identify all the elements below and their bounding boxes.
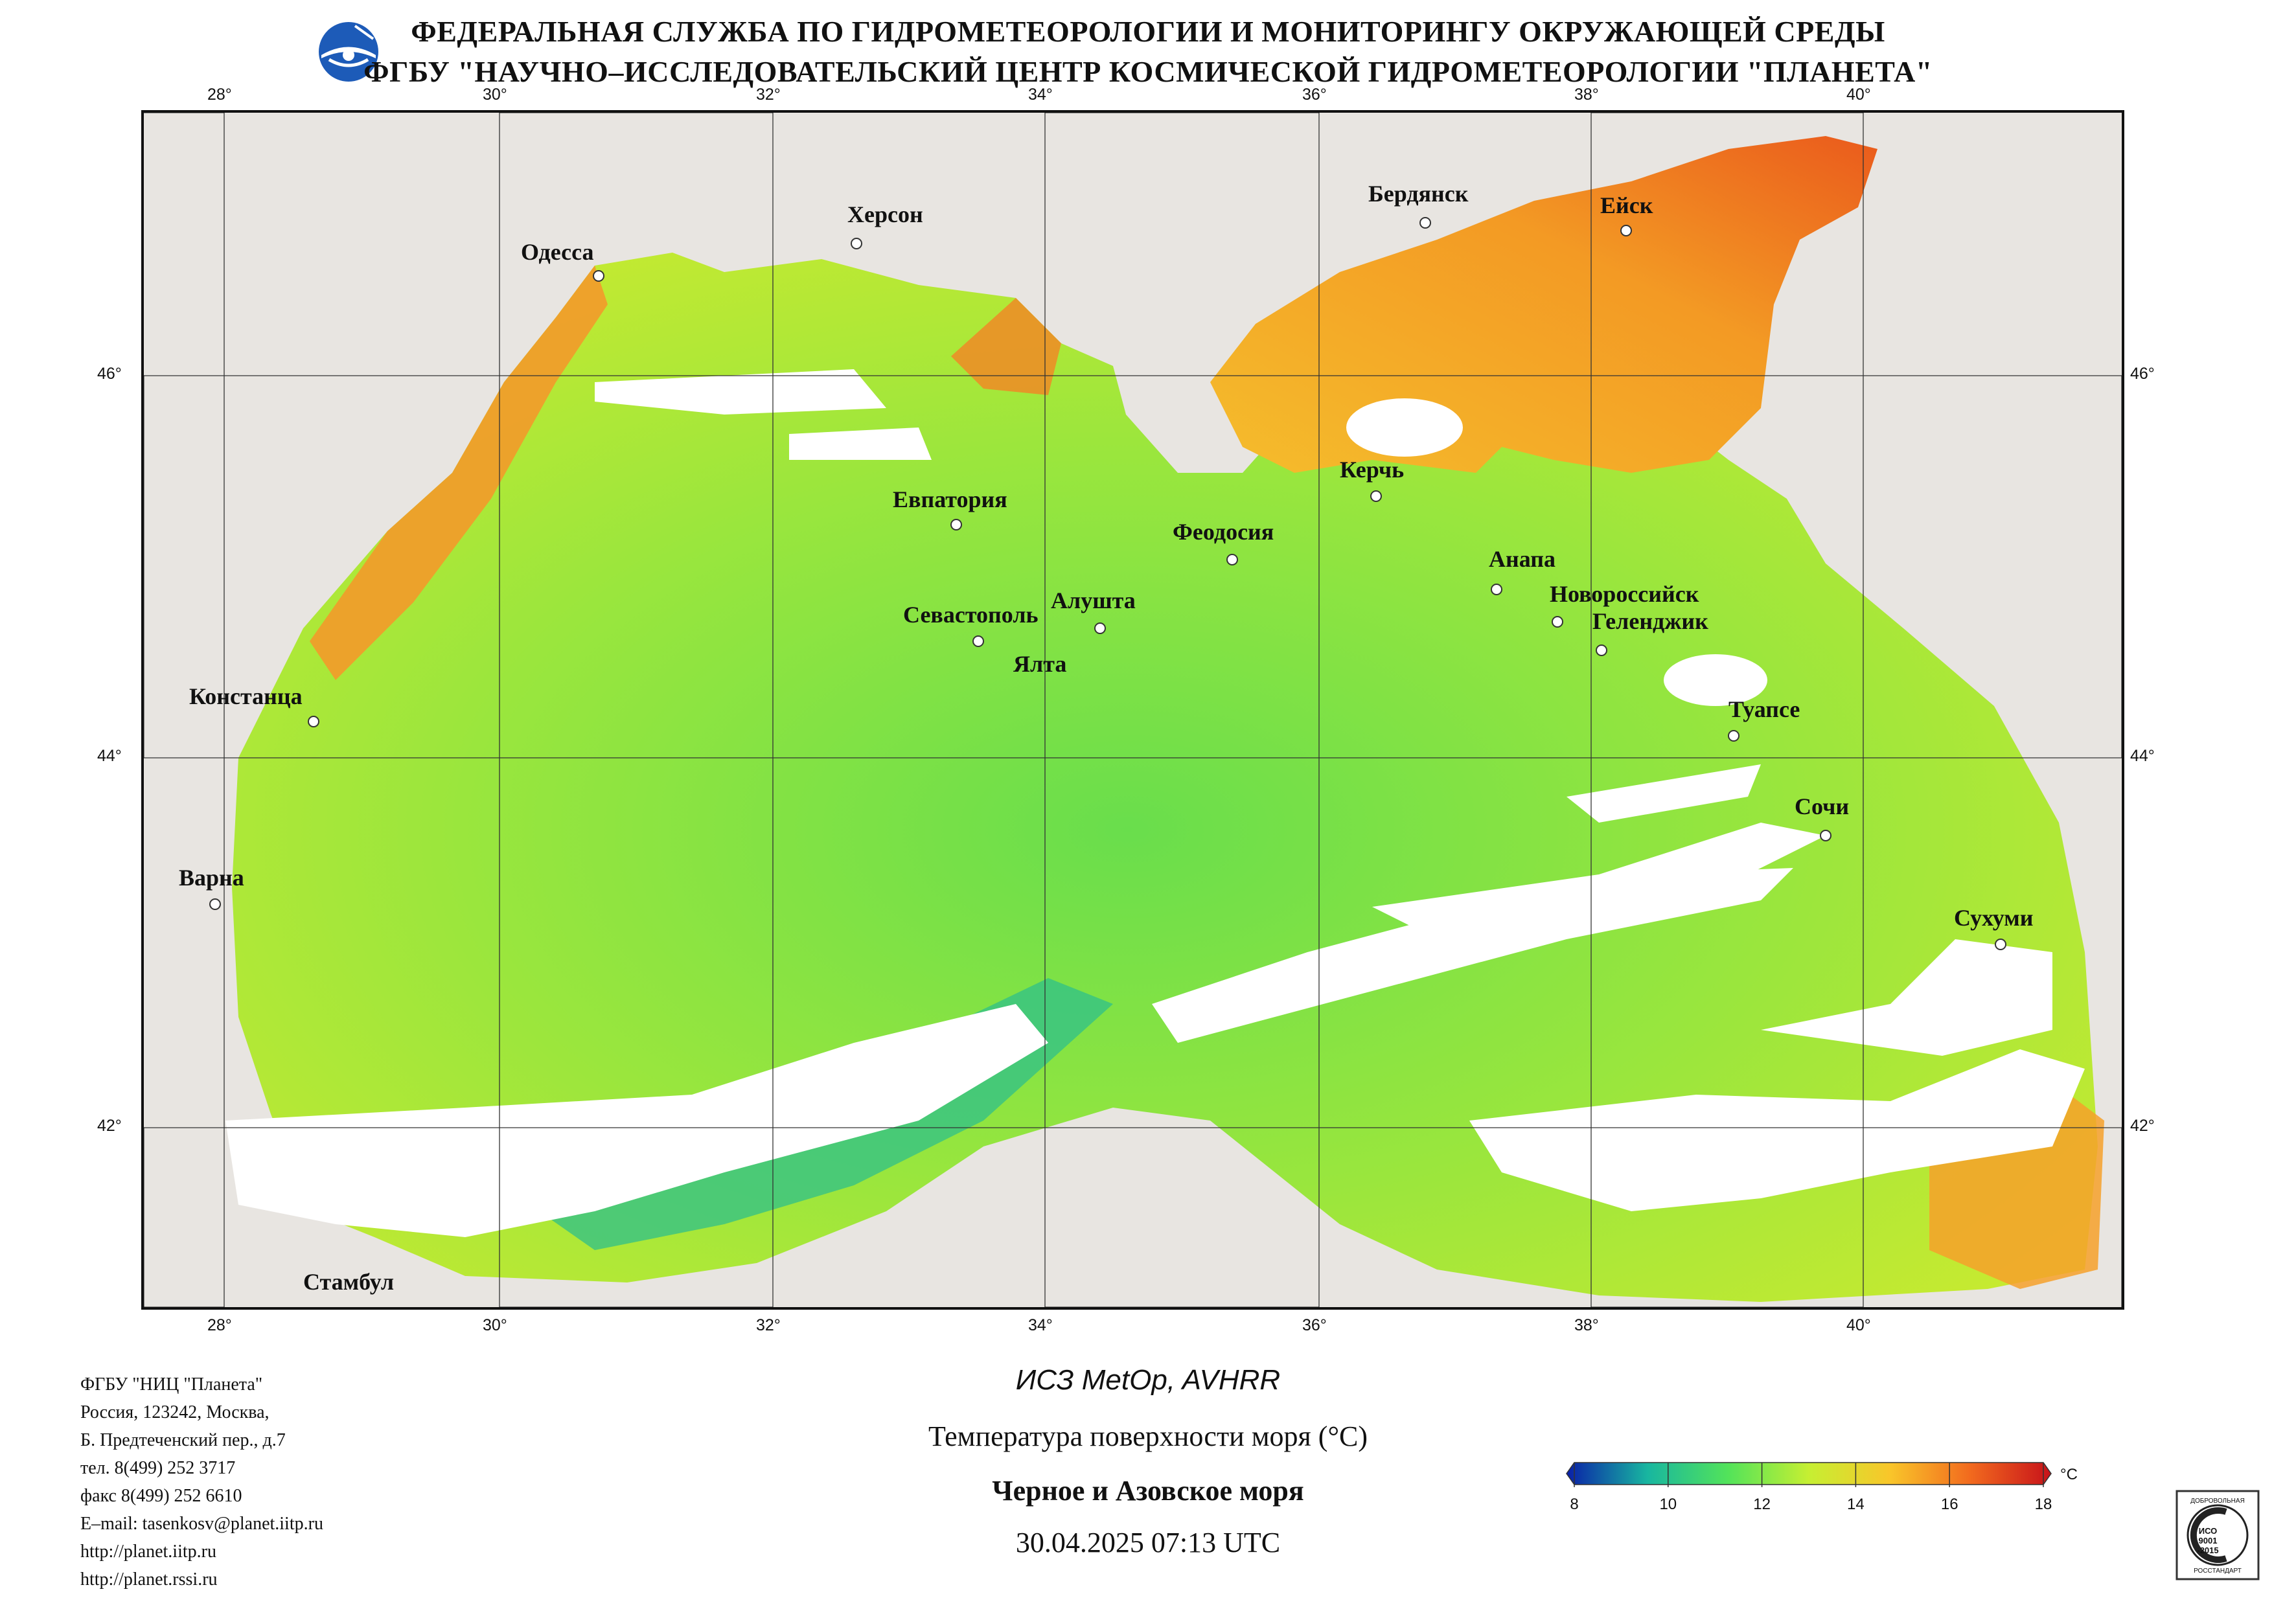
- lon-label-30-bottom: 30°: [483, 1316, 507, 1334]
- lon-label-40-bottom: 40°: [1846, 1316, 1871, 1334]
- city-label-istanbul: Стамбул: [303, 1269, 395, 1295]
- graticule: [141, 110, 2124, 1310]
- city-label-gelendzhik: Геленджик: [1592, 608, 1708, 634]
- city-label-anapa: Анапа: [1489, 546, 1556, 572]
- city-label-sochi: Сочи: [1795, 793, 1850, 819]
- city-label-kerch: Керчь: [1340, 457, 1405, 483]
- contact-fax: факс 8(499) 252 6610: [80, 1486, 242, 1506]
- city-label-kherson: Херсон: [847, 201, 923, 227]
- azov-sea: [1210, 136, 1877, 473]
- contact-url-iitp[interactable]: http://planet.iitp.ru: [80, 1542, 216, 1562]
- city-label-sevastopol: Севастополь: [903, 602, 1039, 628]
- cloud-mask: [225, 369, 2085, 1237]
- lon-label-32-bottom: 32°: [756, 1316, 781, 1334]
- caption-product: Температура поверхности моря (°C): [928, 1420, 1368, 1452]
- lat-label-44-right: 44°: [2130, 747, 2155, 765]
- lat-label-44-left: 44°: [97, 747, 122, 765]
- city-label-yalta: Ялта: [1013, 651, 1067, 677]
- warm-northwest: [951, 298, 1061, 395]
- city-label-odessa: Одесса: [521, 239, 594, 265]
- iso-badge-top: ДОБРОВОЛЬНАЯ: [2190, 1498, 2245, 1505]
- city-label-varna: Варна: [179, 865, 244, 891]
- caption-satellite: ИСЗ MetOp, AVHRR: [1015, 1364, 1281, 1396]
- city-label-tuapse: Туапсе: [1728, 696, 1800, 722]
- lat-label-42-right: 42°: [2130, 1117, 2155, 1135]
- colorbar-tick-label: 18: [2035, 1496, 2052, 1513]
- lat-label-46-right: 46°: [2130, 365, 2155, 383]
- colorbar-tick-label: 14: [1847, 1496, 1865, 1513]
- city-label-yeysk: Ейск: [1600, 192, 1653, 218]
- black-sea: [232, 253, 2098, 1302]
- sst-map: [141, 110, 2124, 1310]
- contact-block: ФГБУ "НИЦ "Планета" Россия, 123242, Моск…: [80, 1371, 323, 1593]
- colorbar-tick-label: 8: [1570, 1496, 1578, 1513]
- lon-label-32-top: 32°: [756, 85, 781, 104]
- lon-label-30-top: 30°: [483, 85, 507, 104]
- colorbar-tick-label: 16: [1941, 1496, 1958, 1513]
- caption-region: Черное и Азовское моря: [992, 1475, 1304, 1507]
- lat-label-42-left: 42°: [97, 1117, 122, 1135]
- lat-label-46-left: 46°: [97, 365, 122, 383]
- iso-badge-mid: ИСО 9001 -2015: [2197, 1526, 2219, 1555]
- warm-west-coast: [310, 266, 608, 680]
- colorbar-tick-label: 12: [1753, 1496, 1771, 1513]
- city-label-feodosia: Феодосия: [1173, 519, 1274, 545]
- planeta-logo: [319, 22, 378, 82]
- header-agency: ФЕДЕРАЛЬНАЯ СЛУЖБА ПО ГИДРОМЕТЕОРОЛОГИИ …: [411, 15, 1885, 48]
- city-label-yevpatoria: Евпатория: [893, 486, 1007, 512]
- colorbar: 8 10 12 14 16 18 °C: [1566, 1462, 2078, 1513]
- contact-address-city: Россия, 123242, Москва,: [80, 1402, 270, 1422]
- colorbar-ticks: 8 10 12 14 16 18: [1570, 1463, 2052, 1513]
- contact-address-street: Б. Предтеченский пер., д.7: [80, 1430, 286, 1450]
- city-label-novorossiysk: Новороссийск: [1550, 581, 1699, 607]
- contact-url-rssi[interactable]: http://planet.rssi.ru: [80, 1569, 218, 1590]
- lon-label-40-top: 40°: [1846, 85, 1871, 104]
- iso-badge-icon: [2175, 1490, 2260, 1580]
- lon-label-28-bottom: 28°: [207, 1316, 232, 1334]
- colorbar-tick-label: 10: [1659, 1496, 1677, 1513]
- city-label-berdyansk: Бердянск: [1368, 181, 1469, 207]
- city-label-constanta: Констанца: [189, 683, 303, 709]
- lon-label-38-bottom: 38°: [1574, 1316, 1599, 1334]
- caption-datetime: 30.04.2025 07:13 UTC: [1015, 1527, 1281, 1558]
- lon-label-36-bottom: 36°: [1302, 1316, 1327, 1334]
- header-center: ФГБУ "НАУЧНО–ИССЛЕДОВАТЕЛЬСКИЙ ЦЕНТР КОС…: [363, 55, 1933, 88]
- lon-label-36-top: 36°: [1302, 85, 1327, 104]
- contact-org: ФГБУ "НИЦ "Планета": [80, 1374, 263, 1395]
- lon-label-34-top: 34°: [1028, 85, 1053, 104]
- lon-label-38-top: 38°: [1574, 85, 1599, 104]
- lon-label-34-bottom: 34°: [1028, 1316, 1053, 1334]
- iso-certification-badge: ДОБРОВОЛЬНАЯ ИСО 9001 -2015 РОССТАНДАРТ: [2175, 1490, 2260, 1580]
- iso-badge-bottom: РОССТАНДАРТ: [2194, 1567, 2242, 1575]
- city-label-sukhumi: Сухуми: [1954, 905, 2034, 931]
- lon-label-28-top: 28°: [207, 85, 232, 104]
- colorbar-unit: °C: [2060, 1466, 2078, 1483]
- contact-phone: тел. 8(499) 252 3717: [80, 1458, 236, 1478]
- city-label-alushta: Алушта: [1051, 587, 1136, 613]
- colorbar-ramp: [1566, 1462, 2052, 1485]
- contact-email[interactable]: E–mail: tasenkosv@planet.iitp.ru: [80, 1514, 323, 1534]
